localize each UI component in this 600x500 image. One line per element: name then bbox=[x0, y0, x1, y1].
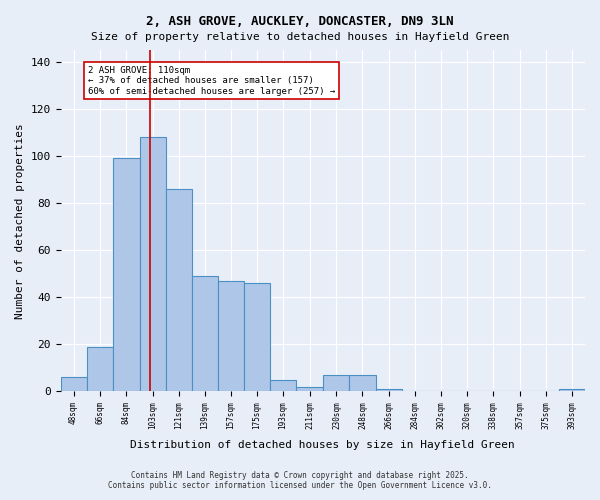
Bar bbox=[61, 378, 86, 392]
Text: Size of property relative to detached houses in Hayfield Green: Size of property relative to detached ho… bbox=[91, 32, 509, 42]
Bar bbox=[192, 276, 218, 392]
Bar bbox=[296, 386, 323, 392]
Y-axis label: Number of detached properties: Number of detached properties bbox=[15, 123, 25, 318]
Bar bbox=[244, 283, 270, 392]
Bar bbox=[218, 281, 244, 392]
Bar bbox=[270, 380, 296, 392]
Bar bbox=[166, 189, 192, 392]
Bar bbox=[86, 346, 113, 392]
Bar bbox=[349, 375, 376, 392]
Text: 2, ASH GROVE, AUCKLEY, DONCASTER, DN9 3LN: 2, ASH GROVE, AUCKLEY, DONCASTER, DN9 3L… bbox=[146, 15, 454, 28]
Text: 2 ASH GROVE: 110sqm
← 37% of detached houses are smaller (157)
60% of semi-detac: 2 ASH GROVE: 110sqm ← 37% of detached ho… bbox=[88, 66, 335, 96]
Bar bbox=[376, 389, 401, 392]
Bar bbox=[113, 158, 140, 392]
Bar bbox=[323, 375, 349, 392]
Bar bbox=[559, 389, 585, 392]
Bar bbox=[140, 137, 166, 392]
X-axis label: Distribution of detached houses by size in Hayfield Green: Distribution of detached houses by size … bbox=[130, 440, 515, 450]
Text: Contains HM Land Registry data © Crown copyright and database right 2025.
Contai: Contains HM Land Registry data © Crown c… bbox=[108, 470, 492, 490]
